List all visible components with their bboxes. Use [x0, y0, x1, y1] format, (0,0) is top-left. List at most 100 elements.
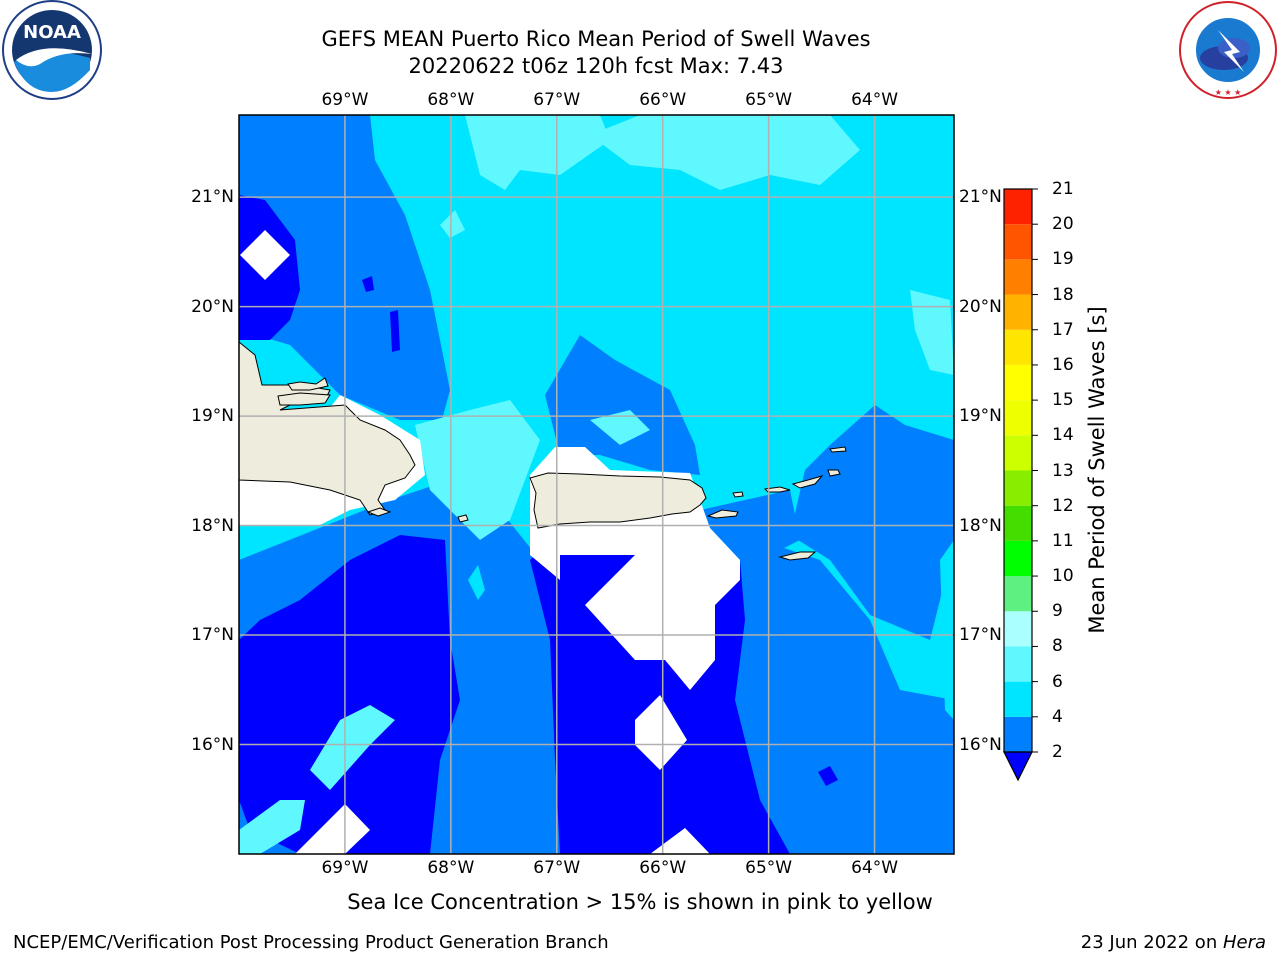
field-region-sc-4-6	[468, 565, 485, 600]
land-st-thomas	[763, 486, 791, 493]
colorbar-tick-label: 8	[1052, 636, 1063, 657]
colorbar-segment	[1004, 716, 1032, 752]
lon-tick-label: 66°W	[639, 90, 687, 110]
lat-lon-grid	[239, 115, 954, 854]
colorbar-segment	[1004, 470, 1032, 506]
lon-tick-label: 64°W	[851, 858, 899, 878]
noaa-logo-text: NOAA	[23, 22, 81, 43]
field-region-east-6-8	[910, 290, 954, 375]
field-region-central-2-4	[545, 335, 700, 475]
lon-tick-label: 68°W	[427, 858, 475, 878]
colorbar-segment	[1004, 364, 1032, 401]
lat-tick-label: 16°N	[959, 734, 1002, 755]
footer-date-text: 23 Jun 2022 on	[1080, 932, 1223, 953]
noaa-logo: NOAA	[2, 0, 102, 100]
lat-tick-label: 21°N	[959, 187, 1002, 208]
field-region-sw-lt2	[239, 535, 460, 854]
colorbar-segment	[1004, 259, 1032, 295]
colorbar-tick-label: 20	[1052, 214, 1074, 235]
masked-region-mask-prs	[690, 580, 715, 605]
colorbar-tick-label: 12	[1052, 495, 1074, 516]
land-hispaniola	[238, 340, 416, 516]
colorbar-tick-label: 15	[1052, 390, 1074, 411]
colorbar-tick-label: 13	[1052, 460, 1074, 481]
field-region-e-dot	[818, 766, 838, 786]
masked-region-mask-se	[650, 828, 710, 854]
lon-tick-label: 65°W	[745, 858, 793, 878]
land-tortola	[829, 446, 847, 453]
map-frame	[238, 114, 955, 855]
colorbar-segment	[1004, 294, 1032, 330]
lon-tick-label: 68°W	[427, 90, 475, 110]
footer-credit: NCEP/EMC/Verification Post Processing Pr…	[13, 932, 609, 953]
colorbar-segment	[1004, 435, 1032, 471]
colorbar-tick-label: 18	[1052, 284, 1074, 305]
chart-subtitle: 20220622 t06z 120h fcst Max: 7.43	[408, 54, 784, 78]
colorbar-segment	[1004, 681, 1032, 717]
masked-region-mask-south	[635, 695, 687, 770]
colorbar-segment	[1004, 646, 1032, 682]
colorbar-tick-label: 16	[1052, 354, 1074, 375]
lat-tick-label: 19°N	[191, 406, 234, 427]
lat-tick-label: 17°N	[191, 625, 234, 646]
colorbar-segment	[1004, 505, 1032, 541]
land-gonave	[277, 392, 331, 406]
lon-tick-label: 64°W	[851, 90, 899, 110]
field-region-sw-6-8	[310, 705, 395, 790]
colorbar-tick-label: 14	[1052, 425, 1074, 446]
footer-machine: Hera	[1222, 932, 1266, 953]
lon-tick-label: 66°W	[639, 858, 687, 878]
masked-region-mask-nw	[240, 230, 290, 280]
land-culebra	[732, 491, 744, 498]
colorbar-tick-label: 2	[1052, 742, 1063, 762]
colorbar-tick-label: 10	[1052, 566, 1074, 587]
land-mona	[457, 514, 469, 523]
masked-region-mask-sw	[295, 804, 370, 854]
colorbar-segment	[1004, 611, 1032, 647]
nws-logo: ★ ★ ★	[1179, 1, 1277, 99]
footer-date: 23 Jun 2022 on Hera	[1081, 932, 1266, 953]
lat-tick-label: 18°N	[959, 515, 1002, 536]
colorbar-segment	[1004, 329, 1032, 365]
field-region-nw-dot	[362, 276, 374, 292]
sea-ice-caption: Sea Ice Concentration > 15% is shown in …	[347, 890, 933, 914]
field-region-ne-6-8	[590, 115, 860, 190]
colorbar-segment	[1004, 400, 1032, 436]
colorbar-segment	[1004, 224, 1032, 260]
land-navassa	[366, 507, 392, 517]
lat-tick-label: 17°N	[959, 625, 1002, 646]
lat-tick-label: 21°N	[191, 187, 234, 208]
field-region-nw-dot2	[390, 310, 400, 352]
field-region-mid-6-8	[590, 410, 650, 445]
colorbar-extend-arrow	[1003, 751, 1033, 782]
colorbar-segment	[1004, 189, 1032, 225]
colorbar-tick-label: 19	[1052, 249, 1074, 270]
land-vieques	[706, 509, 739, 519]
lat-tick-label: 16°N	[191, 734, 234, 755]
svg-text:★ ★ ★: ★ ★ ★	[1215, 88, 1242, 97]
land-st-croix	[778, 551, 817, 561]
colorbar-tick-label: 6	[1052, 671, 1063, 692]
chart-title: GEFS MEAN Puerto Rico Mean Period of Swe…	[321, 27, 871, 51]
lat-tick-label: 20°N	[959, 296, 1002, 317]
lon-tick-label: 69°W	[321, 858, 369, 878]
colorbar-tick-label: 21	[1052, 179, 1074, 199]
lon-tick-label: 67°W	[533, 90, 581, 110]
colorbar-tick-label: 11	[1052, 530, 1074, 551]
land-tortuga	[287, 377, 329, 391]
field-region-ssw-6-8	[239, 800, 305, 854]
lon-tick-label: 67°W	[533, 858, 581, 878]
land-virgin-gorda	[791, 475, 824, 489]
field-region-se-6-8	[940, 540, 954, 720]
colorbar-tick-label: 4	[1052, 706, 1063, 727]
field-region-center-6-8	[415, 400, 540, 540]
lat-tick-label: 18°N	[191, 515, 234, 536]
field-region-north-dot-6-8	[440, 210, 465, 238]
lon-tick-label: 69°W	[321, 90, 369, 110]
field-region-east-2-4	[790, 405, 954, 640]
lat-tick-label: 19°N	[959, 406, 1002, 427]
colorbar-tick-label: 17	[1052, 319, 1074, 340]
lat-tick-label: 20°N	[191, 296, 234, 317]
